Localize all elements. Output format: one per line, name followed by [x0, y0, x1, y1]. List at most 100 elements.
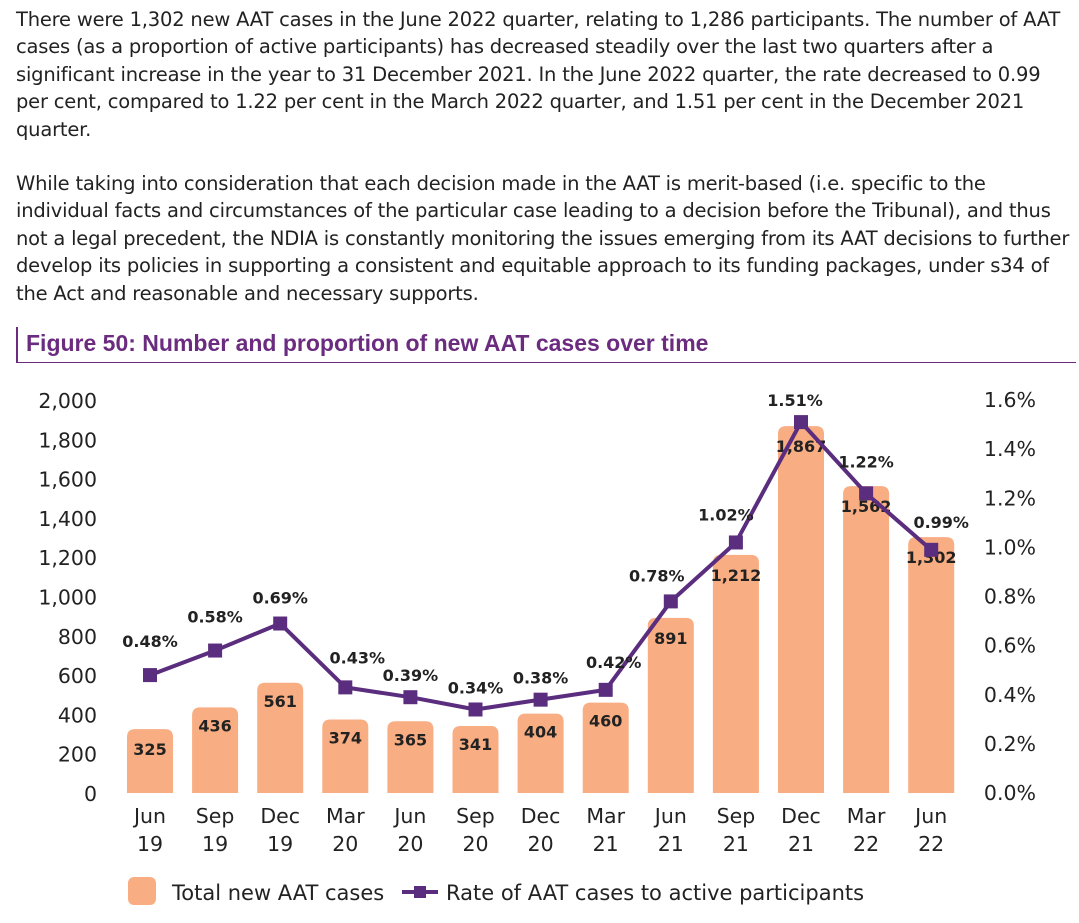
rate-marker: [338, 680, 353, 695]
rate-value-label: 1.51%: [767, 391, 823, 410]
figure-title: Figure 50: Number and proportion of new …: [26, 330, 709, 356]
bar: [517, 713, 564, 793]
x-tick-label-month: Jun: [132, 804, 166, 828]
bar: [322, 719, 369, 793]
x-tick-label-year: 19: [267, 832, 293, 856]
rate-line-series: 0.48% 0.58% 0.69% 0.43%0.39% 0.34% 0.38% 0.42%…: [122, 391, 969, 717]
rate-marker: [143, 668, 157, 683]
x-tick-label-month: Mar: [586, 804, 625, 828]
bar: [127, 729, 173, 793]
right-tick-label: 1.0%: [984, 535, 1036, 559]
rate-marker: [598, 682, 613, 697]
x-tick-label-year: 22: [918, 832, 944, 856]
x-tick-label-month: Dec: [781, 804, 821, 828]
bar: [908, 537, 955, 793]
left-tick-label: 1,800: [38, 428, 97, 452]
rate-value-label: 0.69%: [252, 589, 308, 608]
x-tick-label-month: Dec: [521, 804, 561, 828]
x-tick-label-year: 20: [397, 832, 423, 856]
left-axis-ticks: 0 200 400 600 800 1,000 1,200 1,400 1,600 1,800 2,…: [38, 389, 97, 806]
rate-value-label: 1.22%: [838, 452, 894, 471]
rate-value-label: 0.38%: [513, 669, 569, 688]
bar-value-label: 325: [133, 740, 166, 759]
right-tick-label: 0.0%: [984, 781, 1036, 805]
left-tick-label: 0: [84, 782, 97, 806]
x-tick-label-year: 20: [332, 832, 358, 856]
rate-value-label: 0.43%: [330, 648, 386, 667]
right-tick-label: 1.2%: [984, 486, 1036, 510]
left-tick-label: 1,400: [38, 507, 97, 531]
bar-value-label: 891: [654, 629, 687, 648]
bar-value-label: 436: [198, 716, 231, 735]
x-tick-label-month: Mar: [847, 804, 886, 828]
right-tick-label: 0.8%: [984, 585, 1036, 609]
legend-line-marker: [414, 886, 426, 898]
bar-value-label: 341: [459, 735, 492, 754]
x-tick-label-month: Sep: [717, 804, 756, 828]
x-axis-ticks: Jun 19 Sep 19 Dec 19 Mar 20 Jun 20 Sep 20 Dec 20 Mar 21…: [132, 804, 947, 856]
legend-line-label: Rate of AAT cases to active participants: [446, 881, 864, 905]
rate-marker: [468, 702, 483, 717]
bar: [257, 682, 304, 793]
rate-value-label: 0.48%: [122, 632, 178, 651]
x-tick-label-year: 21: [723, 832, 749, 856]
x-tick-label-year: 21: [593, 832, 619, 856]
x-tick-label-month: Sep: [196, 804, 235, 828]
x-tick-label-month: Dec: [260, 804, 300, 828]
x-tick-label-year: 22: [853, 832, 879, 856]
rate-value-label: 0.34%: [448, 678, 504, 697]
right-tick-label: 0.6%: [984, 634, 1036, 658]
left-tick-label: 600: [58, 664, 97, 688]
bar: [387, 721, 434, 793]
right-tick-label: 1.6%: [984, 388, 1036, 412]
rate-value-label: 0.78%: [629, 566, 685, 585]
rate-value-label: 1.02%: [698, 505, 754, 524]
bar-value-label: 1,302: [906, 548, 957, 567]
rate-value-label: 0.58%: [187, 608, 243, 627]
chart-legend: Total new AAT cases Rate of AAT cases to…: [128, 877, 864, 905]
rate-marker: [533, 692, 548, 707]
left-tick-label: 200: [58, 743, 97, 767]
rate-marker: [273, 616, 288, 631]
rate-marker: [728, 535, 743, 550]
x-tick-label-month: Mar: [326, 804, 365, 828]
x-tick-label-month: Sep: [456, 804, 495, 828]
rate-marker: [924, 542, 939, 557]
left-tick-label: 1,200: [38, 546, 97, 570]
x-tick-label-year: 20: [462, 832, 488, 856]
x-tick-label-year: 19: [202, 832, 228, 856]
right-tick-label: 0.2%: [984, 732, 1036, 756]
right-tick-label: 1.4%: [984, 437, 1036, 461]
figure-title-bar: Figure 50: Number and proportion of new …: [16, 327, 1076, 363]
rate-marker: [208, 643, 223, 658]
rate-marker: [663, 594, 678, 609]
x-tick-label-year: 21: [788, 832, 814, 856]
left-tick-label: 1,600: [38, 468, 97, 492]
bar: [452, 725, 499, 793]
x-tick-label-month: Jun: [653, 804, 687, 828]
detail-paragraph: While taking into consideration that eac…: [16, 172, 1070, 305]
left-tick-label: 1,000: [38, 586, 97, 610]
bar-value-label: 1,212: [711, 566, 762, 585]
bar: [647, 617, 694, 793]
x-tick-label-year: 19: [137, 832, 163, 856]
left-tick-label: 400: [58, 703, 97, 727]
bar: [843, 486, 890, 793]
legend-bar-swatch: [128, 877, 156, 905]
bar: [778, 426, 824, 793]
rate-value-label: 0.99%: [913, 513, 969, 532]
left-tick-label: 2,000: [38, 389, 97, 413]
right-axis-ticks: 0.0% 0.2% 0.4% 0.6% 0.8% 1.0% 1.2% 1.4% 1.6%: [984, 388, 1036, 805]
rate-value-label: 0.42%: [586, 653, 642, 672]
legend-bar-label: Total new AAT cases: [171, 881, 384, 905]
x-tick-label-month: Jun: [913, 804, 947, 828]
bar: [192, 707, 239, 793]
bar: [712, 554, 759, 793]
bar-value-label: 460: [589, 712, 622, 731]
bar-value-label: 374: [329, 729, 362, 748]
bar: [582, 702, 629, 793]
intro-paragraph: There were 1,302 new AAT cases in the Ju…: [16, 8, 1061, 141]
rate-marker: [403, 690, 418, 705]
bar-value-label: 404: [524, 723, 557, 742]
